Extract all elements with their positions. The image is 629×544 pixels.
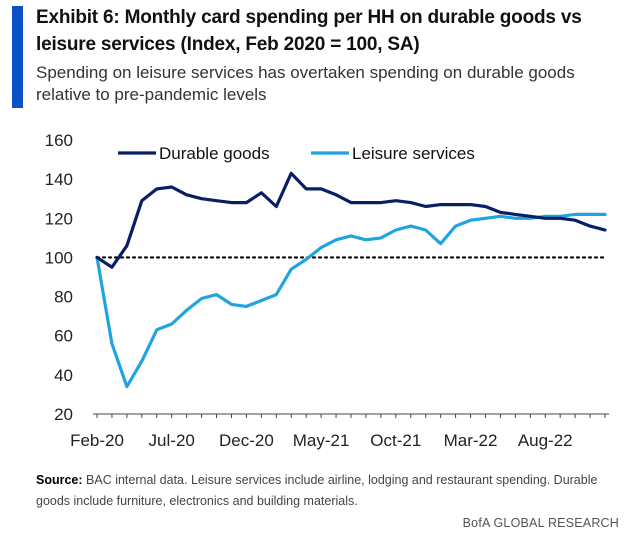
source-note: Source: BAC internal data. Leisure servi… [36,470,616,512]
y-tick-label: 80 [54,288,73,307]
x-tick-label: Jul-20 [149,431,195,450]
y-tick-label: 60 [54,327,73,346]
title-accent-bar [12,6,23,108]
x-tick-label: Oct-21 [370,431,421,450]
y-tick-label: 120 [45,209,73,228]
source-label: Source: [36,473,83,487]
series-group [95,171,607,389]
y-tick-label: 140 [45,170,73,189]
brand-footer: BofA GLOBAL RESEARCH [462,516,619,530]
y-axis: 20 40 60 80 100 120 140 160 [45,131,73,424]
x-tick-label: May-21 [293,431,350,450]
legend-label-durable-goods: Durable goods [159,144,270,163]
legend-label-leisure-services: Leisure services [352,144,475,163]
source-text: BAC internal data. Leisure services incl… [36,473,598,508]
durable-goods-line [95,171,607,269]
chart-title: Exhibit 6: Monthly card spending per HH … [36,7,582,55]
y-tick-label: 160 [45,131,73,150]
legend: Durable goods Leisure services [118,144,475,163]
x-tick-label: Mar-22 [444,431,498,450]
x-tick-label: Dec-20 [219,431,274,450]
y-tick-label: 40 [54,366,73,385]
y-tick-label: 100 [45,248,73,267]
leisure-services-line [95,212,607,389]
x-axis: Feb-20 Jul-20 Dec-20 May-21 Oct-21 Mar-22 Aug-… [70,413,609,450]
chart-subtitle: Spending on leisure services has overtak… [36,63,575,104]
x-tick-label: Feb-20 [70,431,124,450]
y-tick-label: 20 [54,405,73,424]
x-tick-label: Aug-22 [518,431,573,450]
